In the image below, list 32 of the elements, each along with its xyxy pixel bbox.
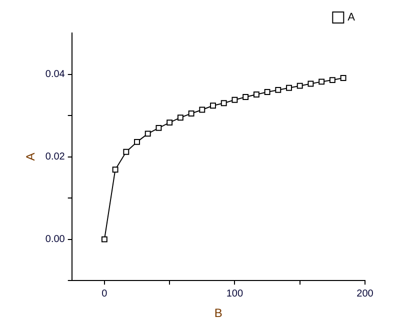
x-tick-label: 100 (226, 288, 244, 300)
x-tick-label: 0 (102, 288, 108, 300)
point (101, 236, 108, 242)
point (264, 89, 270, 95)
y-tick-label: 0.02 (45, 152, 66, 163)
point (144, 130, 151, 137)
legend-label: A (348, 12, 356, 24)
point (134, 138, 140, 145)
y-tick-label: 0.00 (45, 234, 66, 246)
point (199, 106, 206, 113)
point (318, 78, 325, 85)
point (242, 94, 249, 100)
point (156, 124, 162, 131)
point (232, 96, 238, 103)
y-axis-title: A (24, 152, 38, 161)
y-tick-label: 0.04 (45, 69, 66, 80)
point (123, 148, 130, 155)
point (112, 166, 118, 173)
point (188, 110, 194, 116)
point (275, 86, 282, 93)
point (286, 84, 292, 91)
point (329, 77, 336, 84)
point (253, 92, 260, 98)
point (166, 120, 173, 126)
point (296, 82, 303, 89)
point (308, 80, 314, 87)
point (177, 114, 184, 121)
point (210, 102, 216, 109)
point (340, 75, 346, 81)
x-tick-label: 200 (356, 288, 374, 300)
x-axis-title: B (214, 306, 222, 320)
point (220, 100, 227, 106)
